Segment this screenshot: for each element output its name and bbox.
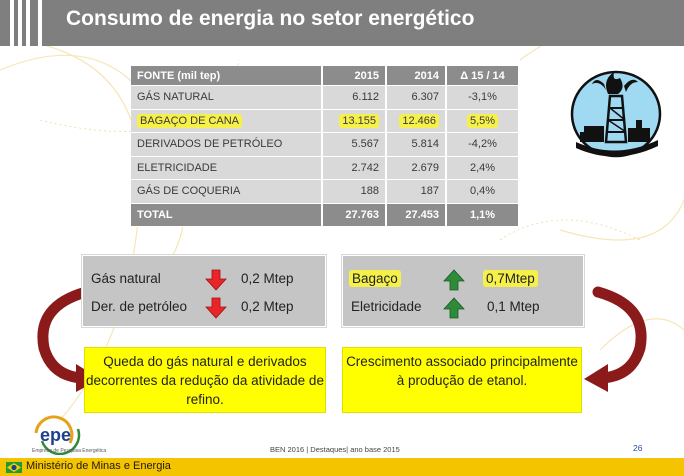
title-bar: Consumo de energia no setor energético — [0, 0, 684, 46]
decrease-label: Der. de petróleo — [91, 299, 188, 314]
increase-summary-box: Bagaço 0,7Mtep Eletricidade 0,1 Mtep — [342, 255, 584, 327]
arrow-up-icon — [443, 297, 465, 319]
header-stripe — [18, 0, 22, 46]
row-value-2014: 187 — [387, 180, 447, 204]
row-value-2014: 2.679 — [387, 156, 447, 180]
row-value-2014: 6.307 — [387, 86, 447, 110]
header-stripe — [10, 0, 14, 46]
total-label: TOTAL — [131, 203, 323, 227]
column-header-2015: 2015 — [323, 66, 387, 86]
row-value-2015-highlighted: 13.155 — [339, 113, 379, 128]
row-source: GÁS DE COQUERIA — [131, 180, 323, 204]
row-source: DERIVADOS DE PETRÓLEO — [131, 133, 323, 157]
table-header-row: FONTE (mil tep) 2015 2014 Δ 15 / 14 — [131, 66, 520, 86]
brazil-flag-icon — [6, 462, 22, 473]
row-value-2015: 5.567 — [323, 133, 387, 157]
row-value-2015: 2.742 — [323, 156, 387, 180]
arrow-up-icon — [443, 269, 465, 291]
table-row: GÁS DE COQUERIA 188 187 0,4% — [131, 180, 520, 204]
increase-explanation-note: Crescimento associado principalmente à p… — [342, 347, 582, 413]
row-value-2015: 188 — [323, 180, 387, 204]
right-curved-arrow — [584, 286, 647, 392]
row-value-2014-highlighted: 12.466 — [399, 113, 439, 128]
arrow-down-icon — [205, 269, 227, 291]
row-delta: -4,2% — [447, 133, 520, 157]
table-row: GÁS NATURAL 6.112 6.307 -3,1% — [131, 86, 520, 110]
decrease-label: Gás natural — [91, 271, 161, 286]
table-total-row: TOTAL 27.763 27.453 1,1% — [131, 203, 520, 227]
energy-consumption-table: FONTE (mil tep) 2015 2014 Δ 15 / 14 GÁS … — [131, 66, 520, 227]
epe-caption: Empresa de Pesquisa Energética — [32, 448, 107, 454]
table-row: ELETRICIDADE 2.742 2.679 2,4% — [131, 156, 520, 180]
row-source-highlighted: BAGAÇO DE CANA — [137, 113, 243, 128]
decrease-row: Gás natural 0,2 Mtep — [83, 269, 325, 291]
decrease-value: 0,2 Mtep — [241, 299, 294, 314]
decrease-summary-box: Gás natural 0,2 Mtep Der. de petróleo 0,… — [82, 255, 326, 327]
footer-source-text: BEN 2016 | Destaques| ano base 2015 — [270, 445, 400, 454]
total-delta: 1,1% — [447, 203, 520, 227]
increase-label: Eletricidade — [351, 299, 422, 314]
column-header-2014: 2014 — [387, 66, 447, 86]
row-delta: 0,4% — [447, 180, 520, 204]
epe-logo: epe — [34, 415, 81, 455]
row-delta: -3,1% — [447, 86, 520, 110]
increase-row: Eletricidade 0,1 Mtep — [343, 297, 583, 319]
oil-refinery-icon — [570, 70, 662, 158]
increase-label-highlighted: Bagaço — [349, 270, 401, 287]
column-header-source: FONTE (mil tep) — [131, 66, 323, 86]
header-stripe — [26, 0, 30, 46]
decrease-row: Der. de petróleo 0,2 Mtep — [83, 297, 325, 319]
header-stripe — [38, 0, 42, 46]
row-delta: 2,4% — [447, 156, 520, 180]
page-number: 26 — [633, 443, 643, 453]
decrease-explanation-note: Queda do gás natural e derivados decorre… — [84, 347, 326, 413]
table-row: BAGAÇO DE CANA 13.155 12.466 5,5% — [131, 109, 520, 133]
column-header-delta: Δ 15 / 14 — [447, 66, 520, 86]
arrow-down-icon — [205, 297, 227, 319]
increase-value-highlighted: 0,7Mtep — [483, 270, 538, 287]
row-value-2015: 6.112 — [323, 86, 387, 110]
footer-bar — [0, 458, 684, 476]
total-value-2015: 27.763 — [323, 203, 387, 227]
page-title: Consumo de energia no setor energético — [66, 7, 475, 30]
decrease-value: 0,2 Mtep — [241, 271, 294, 286]
row-source: ELETRICIDADE — [131, 156, 323, 180]
table-row: DERIVADOS DE PETRÓLEO 5.567 5.814 -4,2% — [131, 133, 520, 157]
ministry-label: Ministério de Minas e Energia — [26, 460, 171, 472]
row-source: GÁS NATURAL — [131, 86, 323, 110]
row-delta-highlighted: 5,5% — [466, 113, 499, 128]
row-value-2014: 5.814 — [387, 133, 447, 157]
increase-value: 0,1 Mtep — [487, 299, 540, 314]
increase-row: Bagaço 0,7Mtep — [343, 269, 583, 291]
total-value-2014: 27.453 — [387, 203, 447, 227]
epe-logo-text: epe — [40, 425, 71, 445]
